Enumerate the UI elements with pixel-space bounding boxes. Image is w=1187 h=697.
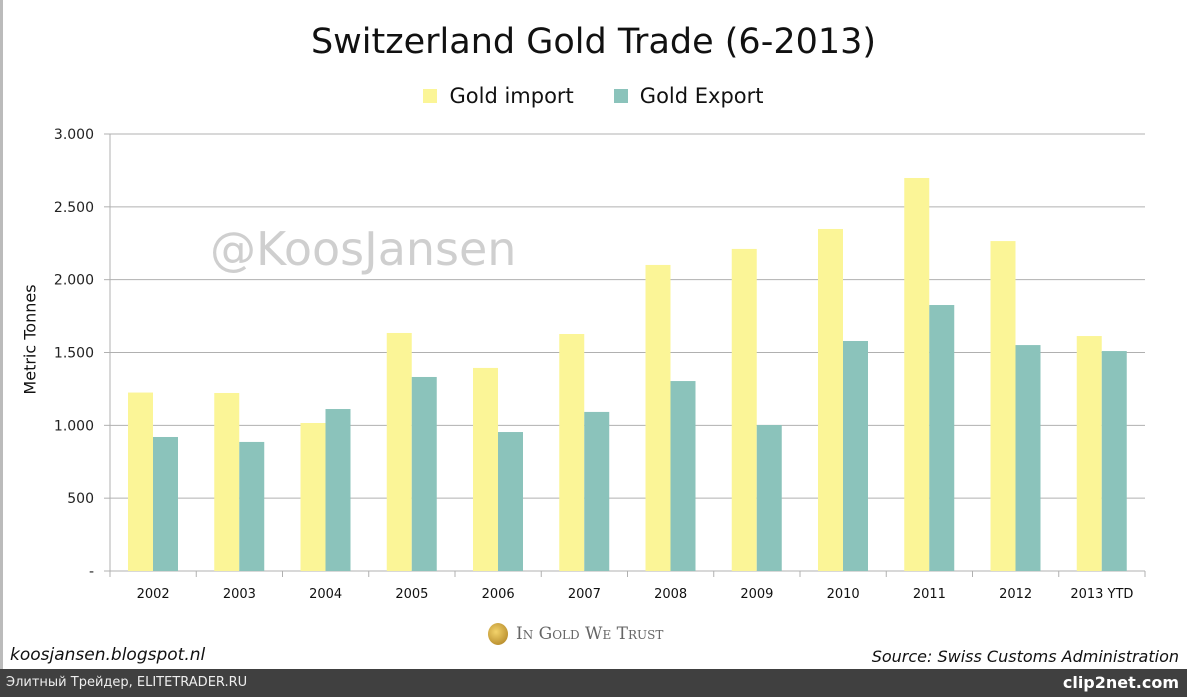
x-tick-label: 2009: [740, 587, 773, 602]
chart-title: Switzerland Gold Trade (6-2013): [310, 22, 877, 62]
bar-import-2010: [818, 228, 843, 571]
y-tick-label: 2.500: [54, 200, 94, 216]
bar-import-2002: [128, 392, 153, 571]
bottom-bar-text: Элитный Трейдер, ELITETRADER.RU: [6, 675, 248, 690]
bar-import-2007: [559, 334, 585, 571]
y-tick-label: 500: [67, 491, 94, 507]
y-tick-label: 2.000: [54, 273, 94, 289]
watermark: @KoosJansen: [210, 222, 517, 276]
legend-label-export: Gold Export: [639, 84, 764, 108]
legend-item-export: Gold Export: [613, 84, 764, 108]
legend: Gold import Gold Export: [0, 84, 1187, 108]
bar-import-2008: [645, 264, 671, 571]
bar-export-2013-YTD: [1101, 351, 1127, 571]
bar-export-2004: [325, 409, 351, 571]
x-tick-label: 2010: [827, 587, 860, 602]
bar-export-2011: [929, 305, 955, 571]
blog-link: koosjansen.blogspot.nl: [10, 645, 206, 665]
bar-export-2003: [239, 441, 265, 571]
bar-import-2006: [473, 367, 498, 571]
y-tick-label: 1.500: [54, 346, 94, 362]
legend-item-import: Gold import: [423, 84, 574, 108]
legend-swatch-export: [613, 89, 628, 103]
bar-export-2008: [670, 381, 696, 571]
bar-export-2005: [411, 376, 437, 571]
legend-label-import: Gold import: [449, 84, 574, 108]
bar-import-2013-YTD: [1076, 336, 1102, 571]
bar-export-2012: [1015, 345, 1041, 571]
bar-import-2005: [386, 332, 412, 571]
x-tick-label: 2002: [137, 587, 170, 602]
source-note: Source: Swiss Customs Administration: [871, 647, 1179, 666]
logo: In Gold We Trust: [488, 623, 663, 645]
bar-export-2010: [843, 340, 868, 571]
chart-frame: [0, 0, 3, 669]
bar-export-2009: [756, 425, 782, 571]
x-tick-label: 2008: [654, 587, 687, 602]
clip2net-logo: clip2net.com: [1062, 673, 1179, 692]
x-tick-label: 2007: [568, 587, 601, 602]
x-tick-label: 2012: [999, 587, 1032, 602]
x-tick-label: 2013 YTD: [1070, 587, 1133, 602]
bar-import-2011: [904, 177, 930, 571]
y-axis-label: Metric Tonnes: [20, 284, 40, 395]
x-tick-label: 2006: [482, 587, 515, 602]
x-tick-label: 2003: [223, 587, 256, 602]
bar-import-2009: [731, 248, 757, 571]
bar-chart: - 500 1.000 1.500 2.000 2.500 3.000 2002 2003 200…: [54, 127, 1146, 602]
x-tick-label: 2004: [309, 587, 342, 602]
x-tick-label: 2005: [395, 587, 428, 602]
x-tick-label: 2011: [913, 587, 946, 602]
legend-swatch-import: [423, 89, 438, 103]
bar-import-2012: [990, 241, 1016, 571]
logo-text: In Gold We Trust: [516, 624, 664, 644]
gold-coin-icon: [488, 623, 508, 645]
bar-import-2003: [214, 392, 240, 571]
bar-export-2006: [498, 432, 523, 571]
y-tick-label: 3.000: [54, 127, 94, 143]
bottom-bar: Элитный Трейдер, ELITETRADER.RU clip2net…: [0, 669, 1187, 697]
bar-import-2004: [300, 423, 326, 571]
bar-export-2002: [153, 436, 178, 571]
bar-export-2007: [584, 411, 610, 571]
y-tick-label: 1.000: [54, 418, 94, 434]
y-tick-label: -: [89, 564, 94, 580]
